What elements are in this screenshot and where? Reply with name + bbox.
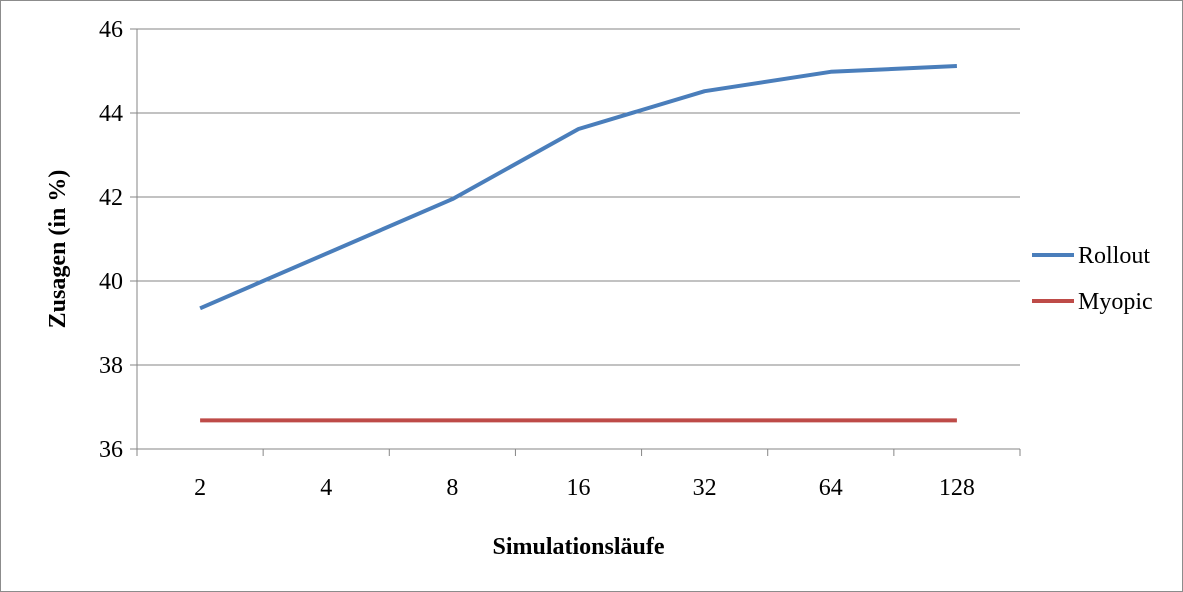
x-tick-label: 32 bbox=[693, 475, 717, 501]
y-tick-label: 36 bbox=[99, 437, 123, 463]
x-tick-label: 2 bbox=[194, 475, 206, 501]
x-tick-label: 64 bbox=[819, 475, 843, 501]
y-tick-label: 40 bbox=[99, 269, 123, 295]
y-axis-title: Zusagen (in %) bbox=[45, 170, 71, 329]
y-tick-label: 46 bbox=[99, 17, 123, 43]
gridlines bbox=[137, 28, 1020, 366]
y-axis-ticks: 36 38 40 42 44 46 bbox=[99, 17, 137, 463]
x-axis-title: Simulationsläufe bbox=[492, 534, 664, 560]
x-tick-label: 128 bbox=[939, 475, 975, 501]
y-tick-label: 38 bbox=[99, 353, 123, 379]
legend-label-myopic: Myopic bbox=[1078, 289, 1153, 315]
axes bbox=[136, 29, 1020, 450]
x-tick-label: 8 bbox=[446, 475, 458, 501]
legend-label-rollout: Rollout bbox=[1078, 243, 1150, 269]
series-lines bbox=[199, 64, 957, 423]
legend: Rollout Myopic bbox=[1032, 243, 1153, 315]
y-tick-label: 44 bbox=[99, 101, 123, 127]
y-tick-label: 42 bbox=[99, 185, 123, 211]
x-axis-ticks: 2 4 8 16 32 64 128 bbox=[136, 449, 1021, 501]
x-tick-label: 16 bbox=[567, 475, 591, 501]
series-line-rollout bbox=[199, 64, 957, 311]
x-tick-label: 4 bbox=[320, 475, 332, 501]
